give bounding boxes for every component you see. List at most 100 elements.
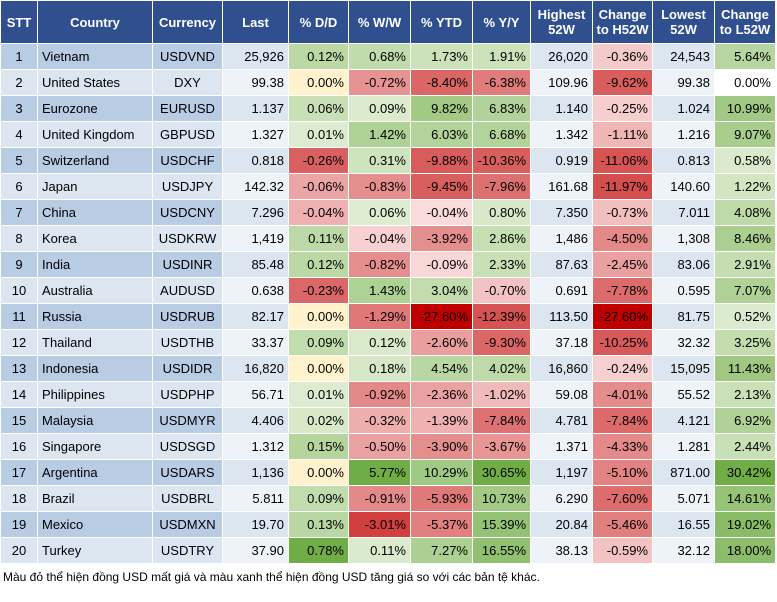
table-cell: -7.60%: [592, 485, 653, 512]
table-cell: -3.67%: [472, 433, 531, 460]
table-cell: Australia: [37, 277, 153, 304]
table-cell: 16.55: [652, 511, 715, 538]
table-cell: 1.312: [222, 433, 289, 460]
table-cell: USDCHF: [152, 147, 223, 174]
table-cell: 5.811: [222, 485, 289, 512]
table-cell: 9.07%: [714, 121, 776, 148]
table-cell: 1.140: [530, 95, 593, 122]
header-row: STT Country Currency Last% D/D% W/W% YTD% Y…: [0, 0, 776, 44]
fx-table: STT Country Currency Last% D/D% W/W% YTD% Y…: [0, 0, 776, 564]
table-cell: 30.42%: [714, 459, 776, 486]
table-cell: -12.39%: [472, 303, 531, 330]
table-cell: 99.38: [222, 69, 289, 96]
table-cell: -11.97%: [592, 173, 653, 200]
table-cell: 6: [0, 173, 38, 200]
table-cell: 37.90: [222, 537, 289, 564]
table-cell: -0.50%: [348, 433, 411, 460]
table-cell: 1,308: [652, 225, 715, 252]
table-cell: 3: [0, 95, 38, 122]
table-cell: 4.08%: [714, 199, 776, 226]
table-cell: 1,197: [530, 459, 593, 486]
table-row: 14 Philippines USDPHP 56.71 0.01% -0.92% -2.36…: [0, 381, 776, 408]
table-cell: USDARS: [152, 459, 223, 486]
table-cell: Vietnam: [37, 43, 153, 70]
table-cell: -10.25%: [592, 329, 653, 356]
table-cell: 1: [0, 43, 38, 70]
table-cell: -0.92%: [348, 381, 411, 408]
table-cell: 0.00%: [288, 355, 349, 382]
table-cell: 4.02%: [472, 355, 531, 382]
table-cell: 32.32: [652, 329, 715, 356]
table-cell: 55.52: [652, 381, 715, 408]
table-cell: 32.12: [652, 537, 715, 564]
table-cell: 0.12%: [348, 329, 411, 356]
table-cell: 19: [0, 511, 38, 538]
table-cell: 5.77%: [348, 459, 411, 486]
table-cell: 6.83%: [472, 95, 531, 122]
table-cell: -2.36%: [410, 381, 473, 408]
table-cell: USDRUB: [152, 303, 223, 330]
table-cell: 87.63: [530, 251, 593, 278]
table-cell: Brazil: [37, 485, 153, 512]
table-cell: 0.12%: [288, 251, 349, 278]
table-cell: 15,095: [652, 355, 715, 382]
table-cell: 0.818: [222, 147, 289, 174]
table-cell: Malaysia: [37, 407, 153, 434]
table-cell: USDSGD: [152, 433, 223, 460]
table-cell: -0.09%: [410, 251, 473, 278]
table-cell: -5.37%: [410, 511, 473, 538]
table-cell: Turkey: [37, 537, 153, 564]
table-cell: USDIDR: [152, 355, 223, 382]
header-cell: % YTD: [410, 0, 473, 44]
header-cell: Country: [37, 0, 153, 44]
table-cell: -7.96%: [472, 173, 531, 200]
table-cell: 15.39%: [472, 511, 531, 538]
table-cell: 24,543: [652, 43, 715, 70]
table-cell: 14: [0, 381, 38, 408]
table-cell: -27.60%: [410, 303, 473, 330]
table-cell: 0.00%: [288, 459, 349, 486]
table-cell: 20: [0, 537, 38, 564]
table-row: 13 Indonesia USDIDR 16,820 0.00% 0.18% 4.54% 4.…: [0, 355, 776, 382]
table-cell: 10.73%: [472, 485, 531, 512]
table-cell: -0.83%: [348, 173, 411, 200]
table-cell: 0.813: [652, 147, 715, 174]
table-cell: -3.90%: [410, 433, 473, 460]
table-cell: 83.06: [652, 251, 715, 278]
table-cell: 1.73%: [410, 43, 473, 70]
table-cell: 1.137: [222, 95, 289, 122]
table-cell: 10.99%: [714, 95, 776, 122]
table-cell: 85.48: [222, 251, 289, 278]
table-cell: 4.406: [222, 407, 289, 434]
table-cell: 0.06%: [288, 95, 349, 122]
table-cell: 9.82%: [410, 95, 473, 122]
table-cell: 1.342: [530, 121, 593, 148]
footnote: Màu đỏ thể hiện đồng USD mất giá và màu …: [3, 570, 540, 584]
table-cell: 33.37: [222, 329, 289, 356]
header-cell: Change to L52W: [714, 0, 776, 44]
table-cell: 2.44%: [714, 433, 776, 460]
table-cell: USDKRW: [152, 225, 223, 252]
table-cell: 0.919: [530, 147, 593, 174]
table-cell: 0.09%: [288, 329, 349, 356]
table-cell: 6.92%: [714, 407, 776, 434]
table-cell: 25,926: [222, 43, 289, 70]
table-cell: 0.58%: [714, 147, 776, 174]
table-cell: Mexico: [37, 511, 153, 538]
table-cell: -0.04%: [348, 225, 411, 252]
table-row: 17 Argentina USDARS 1,136 0.00% 5.77% 10.29% 30…: [0, 459, 776, 486]
table-cell: 0.11%: [288, 225, 349, 252]
table-cell: -0.36%: [592, 43, 653, 70]
table-cell: 10: [0, 277, 38, 304]
table-cell: 59.08: [530, 381, 593, 408]
table-cell: -7.84%: [472, 407, 531, 434]
table-cell: 14.61%: [714, 485, 776, 512]
table-cell: China: [37, 199, 153, 226]
table-cell: 0.11%: [348, 537, 411, 564]
table-cell: 16,820: [222, 355, 289, 382]
table-cell: -7.84%: [592, 407, 653, 434]
table-cell: -5.10%: [592, 459, 653, 486]
table-row: 19 Mexico USDMXN 19.70 0.13% -3.01% -5.37% 15.3…: [0, 511, 776, 538]
table-row: 8 Korea USDKRW 1,419 0.11% -0.04% -3.92% 2.86% 1…: [0, 225, 776, 252]
table-row: 18 Brazil USDBRL 5.811 0.09% -0.91% -5.93% 10.7…: [0, 485, 776, 512]
